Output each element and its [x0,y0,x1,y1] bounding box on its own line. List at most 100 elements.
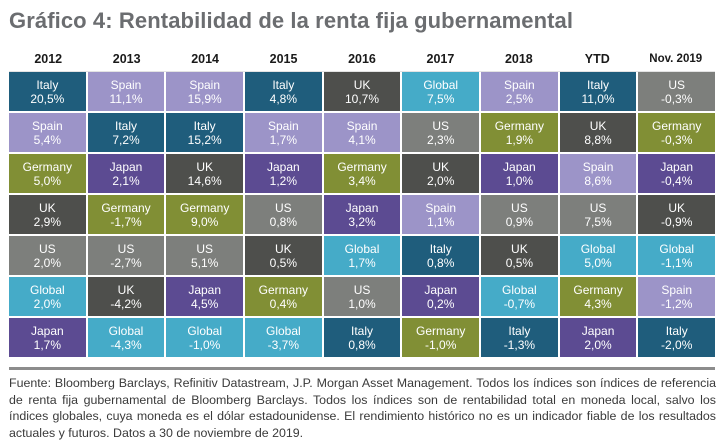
table-cell: Italy 0,8% [323,318,403,359]
cell-country: US [353,282,371,297]
cell-country: Japan [660,159,694,174]
cell-country: Germany [573,282,623,297]
table-cell: US 2,3% [402,113,482,154]
cell-value: 2,9% [33,214,62,229]
column-header: YTD [584,52,610,66]
table-cell: UK -4,2% [87,277,167,318]
cell-country: Japan [345,200,379,215]
cell-country: Spain [582,159,614,174]
cell-value: 5,1% [191,255,219,270]
table-cell: Germany -0,3% [638,113,716,154]
cell-value: 0,8% [269,214,298,229]
cell-value: 1,1% [427,214,455,229]
table-cell: Spain 5,4% [9,113,88,154]
cell-value: 1,0% [505,173,534,188]
cell-country: Germany [416,323,466,338]
cell-country: US [117,241,135,256]
cell-country: Spain [31,118,63,133]
cell-country: UK [117,282,135,297]
table-cell: Germany 3,4% [323,154,403,195]
column-header: 2017 [426,52,455,66]
table-cell: Spain 1,1% [402,195,482,236]
table-cell: Germany 4,3% [559,277,639,318]
cell-value: -0,9% [661,214,693,229]
cell-country: US [39,241,56,256]
table-cell: UK 0,5% [481,236,560,277]
cell-country: Spain [425,200,457,215]
cell-value: 4,3% [584,296,612,311]
table-cell: Spain 11,1% [87,72,167,113]
cell-country: Italy [587,77,610,92]
table-cell: Spain 4,1% [323,113,403,154]
cell-country: Italy [351,323,374,338]
table-cell: Germany -1,7% [87,195,167,236]
cell-country: Italy [508,323,531,338]
column-header: Nov. 2019 [649,53,703,65]
cell-value: -0,7% [503,296,536,311]
cell-value: 7,5% [427,91,455,106]
cell-value: 4,1% [348,132,376,147]
cell-country: Spain [189,77,221,92]
cell-value: 4,5% [191,296,219,311]
table-cell: Spain 1,7% [245,113,324,154]
cell-value: -0,3% [661,132,693,147]
cell-country: Spain [661,282,693,297]
cell-country: Japan [581,323,615,338]
cell-country: US [668,77,686,92]
cell-country: Japan [267,159,300,174]
column-header: 2018 [504,52,533,66]
cell-value: 5,0% [33,173,62,188]
cell-value: 20,5% [30,91,65,106]
cell-value: -1,2% [661,296,693,311]
cell-value: -2,0% [661,337,693,352]
cell-value: 4,8% [269,91,298,106]
cell-value: 14,6% [187,173,222,188]
cell-value: -1,1% [661,255,693,270]
cell-country: UK [196,159,214,174]
column-header: 2015 [269,52,298,66]
table-cell: Global -1,0% [166,318,246,359]
cell-country: Germany [101,200,151,215]
cell-value: 2,0% [427,173,455,188]
table-row: Spain 5,4% Italy 7,2% Italy 15,2% Spain 1,7% Spa… [9,113,716,154]
cell-value: 1,9% [505,132,534,147]
cell-value: 5,4% [33,132,62,147]
cell-value: -4,3% [110,337,142,352]
cell-country: Japan [503,159,536,174]
table-cell: US -2,7% [87,236,167,277]
cell-country: Spain [268,118,299,133]
cell-country: Global [423,77,459,92]
returns-table: 2012 2013 2014 2015 2016 2017 2018 YTD Nov. 2019… [9,48,716,359]
table-cell: Italy 11,0% [559,72,639,113]
column-header: 2014 [191,52,219,66]
cell-value: 2,1% [112,173,140,188]
cell-value: -3,7% [267,337,300,352]
cell-country: Japan [424,282,458,297]
table-cell: Japan 2,1% [87,154,167,195]
table-cell: US 0,9% [481,195,560,236]
table-row: UK 2,9% Germany -1,7% Germany 9,0% US 0,8% Japan… [9,195,716,236]
table-cell: US 7,5% [559,195,639,236]
table-cell: Japan 1,2% [245,154,324,195]
cell-country: Global [29,282,65,297]
cell-country: Japan [109,159,143,174]
cell-value: 2,0% [33,296,62,311]
table-cell: Italy 15,2% [166,113,246,154]
cell-country: Italy [36,77,59,92]
table-cell: US 1,0% [323,277,403,318]
cell-country: Italy [429,241,452,256]
cell-value: 5,0% [584,255,612,270]
cell-value: -1,3% [503,337,536,352]
table-cell: Germany 0,4% [245,277,324,318]
table-cell: Japan 2,0% [559,318,639,359]
table-body: Italy 20,5% Spain 11,1% Spain 15,9% Italy 4,8% U… [9,71,716,359]
cell-country: US [511,200,528,215]
table-cell: UK -0,9% [638,195,716,236]
cell-country: Germany [652,118,702,133]
cell-value: -4,2% [110,296,142,311]
column-header: 2013 [112,52,141,66]
cell-value: 0,9% [505,214,534,229]
cell-country: Italy [115,118,138,133]
cell-country: Japan [30,323,64,338]
cell-value: 1,0% [348,296,376,311]
